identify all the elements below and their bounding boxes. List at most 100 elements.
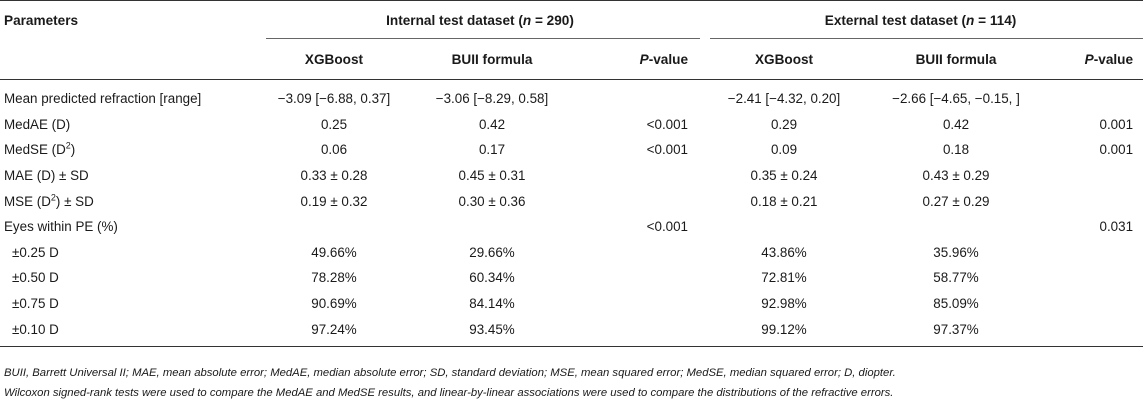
header-blank-cell — [0, 39, 262, 80]
external-header-n: n — [966, 12, 975, 28]
table-row: Mean predicted refraction [range] −3.09 … — [0, 80, 1143, 112]
table-row: MedAE (D) 0.25 0.42 <0.001 0.29 0.42 0.0… — [0, 112, 1143, 138]
internal-xgboost-value: 0.25 — [320, 116, 348, 132]
internal-buii-value: −3.06 [−8.29, 0.58] — [435, 91, 549, 107]
internal-xgboost-value: −3.09 [−6.88, 0.37] — [277, 91, 391, 107]
internal-buii-value — [406, 214, 578, 240]
row-param: MAE (D) ± SD — [4, 168, 89, 184]
internal-p-letter: P — [639, 51, 649, 67]
internal-pvalue: <0.001 — [646, 142, 689, 158]
row-param: MedSE (D2) — [0, 137, 262, 163]
external-pvalue — [1042, 80, 1143, 112]
internal-header-n: n — [522, 12, 532, 28]
internal-xgboost-header: XGBoost — [304, 51, 364, 67]
external-buii-value: 0.42 — [942, 116, 970, 132]
row-param-text-end: ) — [70, 142, 76, 158]
external-pvalue — [1042, 265, 1143, 291]
table-row: ±0.25 D 49.66% 29.66% 43.86% 35.96% — [0, 240, 1143, 266]
internal-xgboost-value: 0.19 ± 0.32 — [300, 193, 368, 209]
external-xgboost-value: −2.41 [−4.32, 0.20] — [727, 91, 841, 107]
table-row: MSE (D2) ± SD 0.19 ± 0.32 0.30 ± 0.36 0.… — [0, 188, 1143, 214]
external-pvalue — [1042, 291, 1143, 317]
internal-buii-value: 0.45 ± 0.31 — [458, 168, 526, 184]
external-buii-value: 0.43 ± 0.29 — [922, 168, 990, 184]
external-pvalue — [1042, 163, 1143, 189]
external-xgboost-value: 0.18 ± 0.21 — [750, 193, 818, 209]
internal-pvalue — [578, 188, 698, 214]
results-table-container: Parameters Internal test dataset (n = 29… — [0, 0, 1143, 347]
header-row-groups: Parameters Internal test dataset (n = 29… — [0, 0, 1143, 40]
external-pvalue — [1042, 316, 1143, 346]
internal-pvalue: <0.001 — [646, 219, 689, 235]
table-row: ±0.10 D 97.24% 93.45% 99.12% 97.37% — [0, 316, 1143, 347]
internal-buii-value: 0.42 — [478, 116, 506, 132]
external-header-prefix: External test dataset ( — [824, 12, 967, 28]
internal-group-underline — [266, 38, 700, 39]
external-xgboost-value: 0.35 ± 0.24 — [750, 168, 818, 184]
internal-buii-header: BUII formula — [451, 51, 533, 67]
table-row: MedSE (D2) 0.06 0.17 <0.001 0.09 0.18 0.… — [0, 137, 1143, 163]
internal-pvalue — [578, 240, 698, 266]
internal-buii-value: 0.17 — [478, 142, 506, 158]
external-p-letter: P — [1084, 51, 1094, 67]
internal-xgboost-value: 78.28% — [311, 270, 357, 286]
table-row: ±0.50 D 78.28% 60.34% 72.81% 58.77% — [0, 265, 1143, 291]
external-buii-value: 85.09% — [933, 296, 979, 312]
footnote-abbreviations: BUII, Barrett Universal II; MAE, mean ab… — [4, 367, 896, 379]
external-buii-value: 0.27 ± 0.29 — [922, 193, 990, 209]
internal-pvalue — [578, 291, 698, 317]
row-param: ±0.50 D — [12, 270, 59, 286]
external-xgboost-value: 43.86% — [761, 244, 807, 260]
external-group-underline — [710, 38, 1143, 39]
internal-buii-value: 0.30 ± 0.36 — [458, 193, 526, 209]
external-xgboost-value: 99.12% — [761, 321, 807, 337]
row-param-text: MedSE (D — [4, 142, 66, 158]
header-row-columns: XGBoost BUII formula P-value XGBoost BUI… — [0, 39, 1143, 80]
external-buii-value: 58.77% — [933, 270, 979, 286]
external-buii-header: BUII formula — [915, 51, 997, 67]
internal-buii-value: 60.34% — [469, 270, 515, 286]
internal-pvalue — [578, 163, 698, 189]
row-param-text: MSE (D — [4, 193, 51, 209]
internal-xgboost-value: 97.24% — [311, 321, 357, 337]
external-pvalue-header: P-value — [1042, 39, 1143, 80]
row-param: ±0.10 D — [12, 321, 59, 337]
internal-pvalue — [578, 265, 698, 291]
external-xgboost-value: 0.09 — [770, 142, 798, 158]
external-buii-value: 97.37% — [933, 321, 979, 337]
external-xgboost-value: 92.98% — [761, 296, 807, 312]
row-param: ±0.25 D — [12, 244, 59, 260]
external-p-rest: -value — [1093, 51, 1134, 67]
internal-pvalue — [578, 80, 698, 112]
external-pvalue: 0.031 — [1099, 219, 1134, 235]
table-row: Eyes within PE (%) <0.001 0.031 — [0, 214, 1143, 240]
internal-buii-value: 93.45% — [469, 321, 515, 337]
internal-dataset-header: Internal test dataset (n = 290) — [262, 1, 698, 40]
internal-pvalue-header: P-value — [578, 39, 698, 80]
results-table: Parameters Internal test dataset (n = 29… — [0, 0, 1143, 347]
row-param-superscript: 2 — [65, 141, 71, 152]
internal-header-prefix: Internal test dataset ( — [386, 12, 523, 28]
external-header-suffix: = 114) — [974, 12, 1017, 28]
external-xgboost-value: 72.81% — [761, 270, 807, 286]
external-buii-value: 0.18 — [942, 142, 970, 158]
internal-p-rest: -value — [648, 51, 689, 67]
external-buii-value: −2.66 [−4.65, −0.15, ] — [892, 91, 1020, 107]
external-dataset-header: External test dataset (n = 114) — [698, 1, 1143, 40]
internal-xgboost-value: 49.66% — [311, 244, 357, 260]
external-buii-value: 35.96% — [933, 244, 979, 260]
table-footnote: BUII, Barrett Universal II; MAE, mean ab… — [4, 363, 1140, 403]
internal-header-suffix: = 290) — [531, 12, 574, 28]
external-xgboost-value: 0.29 — [770, 116, 798, 132]
internal-pvalue — [578, 316, 698, 346]
internal-xgboost-value — [262, 214, 406, 240]
internal-buii-value: 84.14% — [469, 296, 515, 312]
external-pvalue — [1042, 240, 1143, 266]
external-buii-value — [870, 214, 1042, 240]
external-pvalue: 0.001 — [1099, 116, 1134, 132]
external-xgboost-value — [698, 214, 870, 240]
table-row: MAE (D) ± SD 0.33 ± 0.28 0.45 ± 0.31 0.3… — [0, 163, 1143, 189]
row-param: MedAE (D) — [4, 116, 71, 132]
external-pvalue — [1042, 188, 1143, 214]
row-param: ±0.75 D — [12, 296, 59, 312]
